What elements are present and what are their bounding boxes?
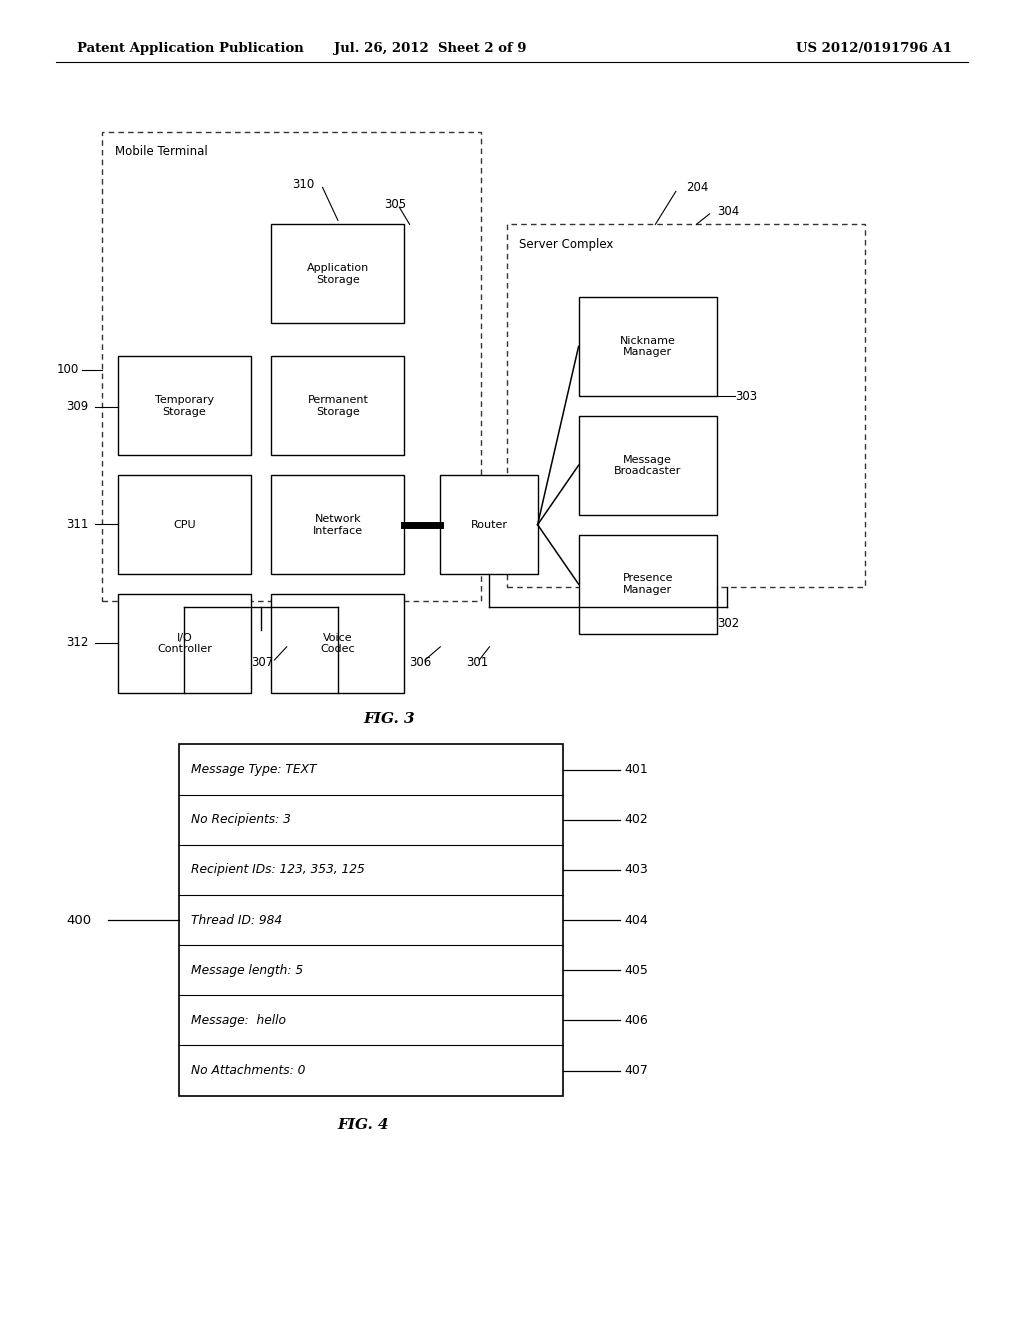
- Text: 402: 402: [625, 813, 648, 826]
- Text: No Attachments: 0: No Attachments: 0: [191, 1064, 306, 1077]
- Text: Network
Interface: Network Interface: [313, 513, 362, 536]
- Text: 303: 303: [735, 389, 758, 403]
- Bar: [271, 594, 404, 693]
- Text: Application
Storage: Application Storage: [307, 263, 369, 285]
- Text: 407: 407: [625, 1064, 648, 1077]
- Text: CPU: CPU: [173, 520, 196, 529]
- Text: Nickname
Manager: Nickname Manager: [620, 335, 676, 358]
- Text: 301: 301: [466, 656, 488, 669]
- Text: 305: 305: [384, 198, 407, 211]
- Text: Thread ID: 984: Thread ID: 984: [191, 913, 283, 927]
- Bar: [118, 594, 251, 693]
- Text: Presence
Manager: Presence Manager: [623, 573, 673, 595]
- Bar: [179, 744, 563, 1096]
- Text: 307: 307: [251, 656, 273, 669]
- Text: 405: 405: [625, 964, 648, 977]
- Text: No Recipients: 3: No Recipients: 3: [191, 813, 292, 826]
- Text: 406: 406: [625, 1014, 648, 1027]
- Text: 100: 100: [56, 363, 79, 376]
- Text: Recipient IDs: 123, 353, 125: Recipient IDs: 123, 353, 125: [191, 863, 366, 876]
- Text: I/O
Controller: I/O Controller: [157, 632, 212, 655]
- Text: Message length: 5: Message length: 5: [191, 964, 303, 977]
- Bar: [271, 224, 404, 323]
- Text: Message:  hello: Message: hello: [191, 1014, 287, 1027]
- Bar: [579, 416, 717, 515]
- Text: 312: 312: [67, 636, 89, 649]
- Text: FIG. 4: FIG. 4: [338, 1118, 389, 1131]
- Text: 401: 401: [625, 763, 648, 776]
- Bar: [440, 475, 538, 574]
- Text: 311: 311: [67, 517, 89, 531]
- Text: 309: 309: [67, 400, 89, 413]
- Text: 310: 310: [292, 178, 314, 191]
- Text: 403: 403: [625, 863, 648, 876]
- Text: Jul. 26, 2012  Sheet 2 of 9: Jul. 26, 2012 Sheet 2 of 9: [334, 42, 526, 54]
- Bar: [118, 475, 251, 574]
- Bar: [579, 297, 717, 396]
- Text: 204: 204: [686, 181, 709, 194]
- Text: 400: 400: [67, 913, 92, 927]
- Text: FIG. 3: FIG. 3: [364, 713, 415, 726]
- Text: Permanent
Storage: Permanent Storage: [307, 395, 369, 417]
- Bar: [102, 132, 481, 601]
- Text: Patent Application Publication: Patent Application Publication: [77, 42, 303, 54]
- Text: 304: 304: [717, 205, 739, 218]
- Bar: [271, 356, 404, 455]
- Text: US 2012/0191796 A1: US 2012/0191796 A1: [797, 42, 952, 54]
- Bar: [579, 535, 717, 634]
- Text: Voice
Codec: Voice Codec: [321, 632, 355, 655]
- Text: Mobile Terminal: Mobile Terminal: [115, 145, 208, 158]
- Bar: [507, 224, 865, 587]
- Text: Message
Broadcaster: Message Broadcaster: [614, 454, 681, 477]
- Bar: [118, 356, 251, 455]
- Text: Router: Router: [470, 520, 508, 529]
- Text: Server Complex: Server Complex: [519, 238, 613, 251]
- Text: 302: 302: [717, 616, 739, 630]
- Bar: [271, 475, 404, 574]
- Text: 404: 404: [625, 913, 648, 927]
- Text: Message Type: TEXT: Message Type: TEXT: [191, 763, 317, 776]
- Text: Temporary
Storage: Temporary Storage: [155, 395, 214, 417]
- Text: 306: 306: [410, 656, 432, 669]
